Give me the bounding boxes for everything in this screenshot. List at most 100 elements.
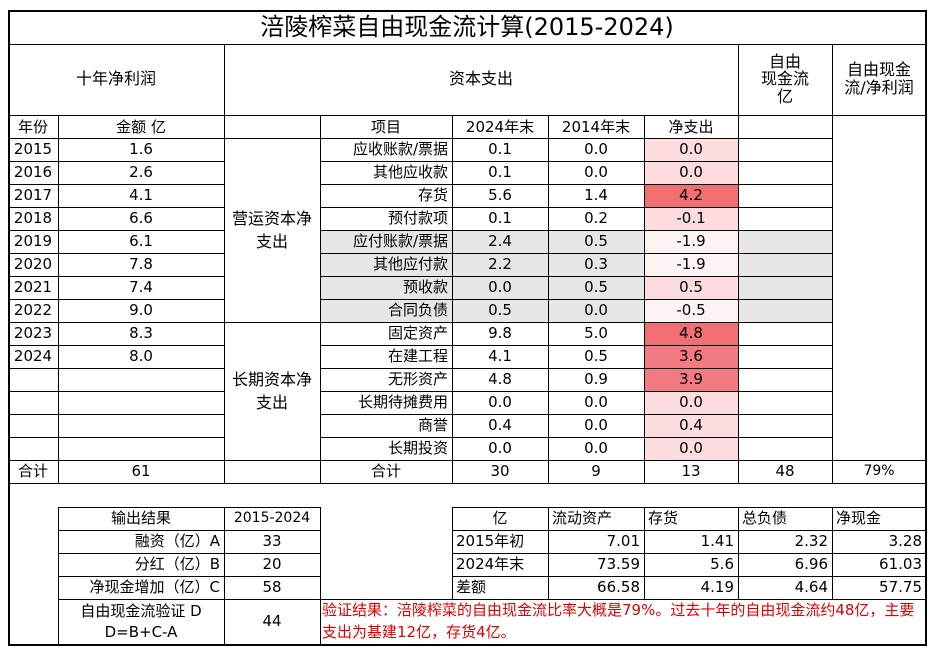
grid-line bbox=[8, 345, 225, 346]
grid-line bbox=[320, 368, 833, 369]
conclusion-text: 验证结果：涪陵榨菜的自由现金流比率大概是79%。过去十年的自由现金流约48亿，主… bbox=[322, 601, 915, 641]
balance-cell: 1.41 bbox=[700, 532, 734, 551]
grid-line bbox=[8, 115, 927, 116]
grid-line bbox=[320, 414, 833, 415]
grid-line bbox=[58, 553, 321, 554]
net-fill bbox=[644, 276, 738, 299]
item-name: 其他应收款 bbox=[372, 163, 448, 182]
item-net: 0.0 bbox=[679, 393, 703, 412]
header-fcf-ratio: 自由现金 流/净利润 bbox=[844, 60, 914, 97]
item-name: 预收款 bbox=[402, 278, 448, 297]
grid-line bbox=[8, 138, 833, 139]
item-net: 0.5 bbox=[679, 278, 703, 297]
grid-line bbox=[320, 507, 321, 645]
balance-cell: 57.75 bbox=[879, 578, 922, 597]
total-2014: 9 bbox=[591, 462, 601, 481]
total-amount: 61 bbox=[131, 462, 151, 481]
grid-line bbox=[320, 437, 833, 438]
grid-line bbox=[925, 10, 927, 645]
year-cell: 2017 bbox=[13, 186, 53, 205]
item-2024: 0.1 bbox=[488, 140, 512, 159]
balance-cell: 7.01 bbox=[606, 532, 640, 551]
item-2014: 0.0 bbox=[584, 163, 608, 182]
year-cell: 2024 bbox=[13, 347, 53, 366]
item-2014: 0.0 bbox=[584, 416, 608, 435]
balance-cell: 3.28 bbox=[888, 532, 922, 551]
net-fill bbox=[644, 437, 738, 460]
grid-line bbox=[8, 414, 225, 415]
item-name: 长期待摊费用 bbox=[357, 393, 448, 412]
grid-line bbox=[8, 10, 10, 645]
year-cell: 2015 bbox=[13, 140, 53, 159]
grid-line bbox=[8, 276, 225, 277]
balance-cell: 61.03 bbox=[879, 555, 922, 574]
item-2024: 0.5 bbox=[488, 301, 512, 320]
grid-line bbox=[8, 207, 225, 208]
item-name: 其他应付款 bbox=[372, 255, 448, 274]
grid-line bbox=[8, 253, 225, 254]
grid-line bbox=[738, 507, 739, 600]
item-2014: 5.0 bbox=[584, 324, 608, 343]
year-cell: 2018 bbox=[13, 209, 53, 228]
item-net: 0.0 bbox=[679, 140, 703, 159]
grid-line bbox=[8, 483, 927, 484]
item-2014: 0.5 bbox=[584, 278, 608, 297]
amount-cell: 6.1 bbox=[129, 232, 153, 251]
grid-line bbox=[224, 44, 225, 484]
item-name: 存货 bbox=[417, 186, 448, 205]
grid-line bbox=[58, 599, 321, 600]
item-2014: 1.4 bbox=[584, 186, 608, 205]
item-net: 3.9 bbox=[679, 370, 703, 389]
grid-line bbox=[8, 184, 225, 185]
item-net: 0.0 bbox=[679, 439, 703, 458]
item-name: 预付款项 bbox=[387, 209, 448, 228]
amount-cell: 1.6 bbox=[129, 140, 153, 159]
grid-line bbox=[320, 230, 833, 231]
item-2024: 5.6 bbox=[488, 186, 512, 205]
item-name: 应付账款/票据 bbox=[352, 232, 448, 251]
grid-line bbox=[320, 299, 833, 300]
grid-line bbox=[452, 115, 453, 484]
grid-line bbox=[738, 44, 739, 484]
year-cell: 2021 bbox=[13, 278, 53, 297]
grid-line bbox=[452, 576, 927, 577]
grid-line bbox=[8, 322, 225, 323]
item-net: 3.6 bbox=[679, 347, 703, 366]
output-verify-value: 44 bbox=[262, 612, 282, 631]
item-2024: 9.8 bbox=[488, 324, 512, 343]
balance-cell: 6.96 bbox=[794, 555, 828, 574]
total-net: 13 bbox=[681, 462, 701, 481]
grid-line bbox=[320, 115, 321, 484]
grid-line bbox=[320, 276, 833, 277]
grid-line bbox=[224, 322, 321, 323]
page-title: 涪陵榨菜自由现金流计算(2015-2024) bbox=[260, 12, 674, 41]
year-cell: 2016 bbox=[13, 163, 53, 182]
grid-line bbox=[58, 576, 321, 577]
amount-cell: 8.3 bbox=[129, 324, 153, 343]
balance-cell: 4.19 bbox=[700, 578, 734, 597]
year-cell: 2020 bbox=[13, 255, 53, 274]
output-verify-label: 自由现金流验证 D D=B+C-A bbox=[80, 602, 202, 641]
grid-line bbox=[644, 115, 645, 484]
item-net: 4.8 bbox=[679, 324, 703, 343]
total-2024: 30 bbox=[490, 462, 510, 481]
item-2014: 0.9 bbox=[584, 370, 608, 389]
grid-line bbox=[8, 460, 927, 461]
net-fill bbox=[644, 391, 738, 414]
balance-cell: 差额 bbox=[456, 578, 487, 597]
grid-line bbox=[644, 507, 645, 600]
grid-line bbox=[452, 507, 453, 600]
grid-line bbox=[320, 253, 833, 254]
group-long-term-capital: 长期资本净支出 bbox=[231, 369, 312, 412]
item-net: 0.4 bbox=[679, 416, 703, 435]
item-2024: 0.1 bbox=[488, 163, 512, 182]
item-net: -0.5 bbox=[676, 301, 706, 320]
grid-line bbox=[224, 507, 225, 645]
item-name: 商誉 bbox=[417, 416, 448, 435]
header-fcf: 自由 现金流 亿 bbox=[760, 51, 809, 106]
grid-line bbox=[8, 10, 927, 12]
header-net-profit: 十年净利润 bbox=[75, 69, 156, 89]
balance-cell: 5.6 bbox=[710, 555, 734, 574]
net-fill bbox=[644, 299, 738, 322]
amount-cell: 4.1 bbox=[129, 186, 153, 205]
